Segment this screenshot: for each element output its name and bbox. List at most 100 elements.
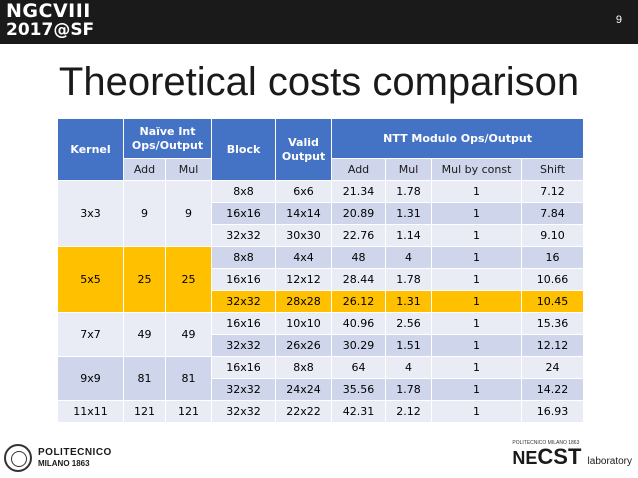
cell-valid: 12x12: [275, 268, 333, 291]
table-row: 32x32 24x24 35.56 1.78 1 14.22: [58, 378, 585, 401]
cell-naive-mul: 81: [164, 356, 213, 401]
cell-ntt-mul: 1.51: [385, 334, 433, 357]
cell-ntt-mulconst: 1: [431, 334, 523, 357]
necst-lab: laboratory: [587, 456, 632, 467]
cell-ntt-shift: 9.10: [521, 224, 585, 247]
header-block: Block: [211, 118, 277, 181]
cell-block: 16x16: [211, 268, 277, 291]
cell-valid: 10x10: [275, 312, 333, 335]
necst-cst: CST: [537, 444, 582, 469]
cell-block: 16x16: [211, 356, 277, 379]
logo-line-2: 2017@SF: [6, 20, 95, 40]
header-valid-output: Valid Output: [275, 118, 333, 181]
cell-ntt-mul: 1.31: [385, 290, 433, 313]
cell-block: 16x16: [211, 202, 277, 225]
cell-naive-add: 25: [123, 246, 166, 313]
cell-ntt-shift: 14.22: [521, 378, 585, 401]
cell-valid: 30x30: [275, 224, 333, 247]
cell-valid: 8x8: [275, 356, 333, 379]
cell-ntt-mulconst: 1: [431, 378, 523, 401]
table-row: 3x3 9 9 8x8 6x6 21.34 1.78 1 7.12: [57, 180, 585, 247]
cell-ntt-add: 20.89: [331, 202, 387, 225]
cell-ntt-mulconst: 1: [431, 356, 523, 379]
cell-ntt-shift: 7.84: [521, 202, 585, 225]
cell-block: 16x16: [211, 312, 277, 335]
cell-valid: 24x24: [275, 378, 333, 401]
costs-table: Kernel Naïve Int Ops/Output Block Valid …: [57, 118, 585, 423]
cell-kernel: 3x3: [57, 180, 124, 247]
cell-ntt-shift: 10.66: [521, 268, 585, 291]
cell-block: 32x32: [211, 400, 277, 423]
cell-block: 32x32: [211, 378, 277, 401]
cell-naive-add: 49: [123, 312, 166, 357]
cell-ntt-mul: 1.78: [385, 180, 433, 203]
cell-naive-mul: 9: [164, 180, 213, 247]
cell-ntt-mul: 1.78: [385, 378, 433, 401]
page-number: 9: [615, 14, 622, 26]
cell-ntt-add: 64: [331, 356, 387, 379]
cell-ntt-mul: 2.12: [385, 400, 433, 423]
necst-top-text: POLITECNICO MILANO 1863: [512, 440, 580, 446]
cell-ntt-mul: 2.56: [385, 312, 433, 335]
table-row: 16x16 14x14 20.89 1.31 1 7.84: [58, 202, 585, 225]
cell-ntt-add: 28.44: [331, 268, 387, 291]
table-row: 32x32 26x26 30.29 1.51 1 12.12: [58, 334, 585, 357]
cell-ntt-mul: 4: [385, 356, 433, 379]
cell-ntt-shift: 16.93: [521, 400, 585, 423]
cell-naive-mul: 121: [164, 400, 213, 423]
cell-ntt-shift: 24: [521, 356, 585, 379]
slide-title: Theoretical costs comparison: [58, 60, 580, 104]
table-row: 5x5 25 25 8x8 4x4 48 4 1 16: [57, 246, 585, 313]
header-ntt-mul: Mul: [385, 158, 433, 181]
cell-ntt-mulconst: 1: [431, 180, 523, 203]
conference-logo: NGCVIII 2017@SF: [6, 2, 94, 40]
cell-ntt-mulconst: 1: [431, 268, 523, 291]
seal-icon: [4, 444, 32, 472]
cell-ntt-add: 22.76: [331, 224, 387, 247]
table-row: 9x9 81 81 16x16 8x8 64 4 1 24: [57, 356, 585, 401]
cell-ntt-mul: 1.31: [385, 202, 433, 225]
cell-ntt-add: 40.96: [331, 312, 387, 335]
cell-ntt-mulconst: 1: [431, 246, 523, 269]
cell-naive-add: 9: [123, 180, 166, 247]
cell-valid: 22x22: [275, 400, 333, 423]
header-ntt: NTT Modulo Ops/Output: [331, 118, 585, 159]
table-row: 7x7 49 49 16x16 10x10 40.96 2.56 1 15.36: [57, 312, 585, 357]
cell-ntt-add: 35.56: [331, 378, 387, 401]
politecnico-sub: MILANO 1863: [38, 459, 90, 468]
cell-ntt-shift: 15.36: [521, 312, 585, 335]
cell-ntt-mulconst: 1: [431, 224, 523, 247]
cell-valid: 28x28: [275, 290, 333, 313]
cell-ntt-shift: 12.12: [521, 334, 585, 357]
header-kernel: Kernel: [57, 118, 124, 181]
cell-block: 8x8: [211, 180, 277, 203]
header-ntt-add: Add: [331, 158, 387, 181]
cell-ntt-mulconst: 1: [431, 400, 523, 423]
politecnico-logo: POLITECNICO MILANO 1863: [4, 444, 112, 472]
cell-valid: 4x4: [275, 246, 333, 269]
cell-kernel: 7x7: [57, 312, 124, 357]
politecnico-name: POLITECNICO: [38, 447, 112, 458]
cell-ntt-mulconst: 1: [431, 312, 523, 335]
cell-ntt-mul: 1.14: [385, 224, 433, 247]
cell-ntt-add: 26.12: [331, 290, 387, 313]
cell-ntt-shift: 7.12: [521, 180, 585, 203]
cell-block: 32x32: [211, 224, 277, 247]
cell-block: 32x32: [211, 334, 277, 357]
header-naive: Naïve Int Ops/Output: [122, 118, 213, 159]
cell-ntt-add: 30.29: [331, 334, 387, 357]
cell-ntt-mul: 1.78: [385, 268, 433, 291]
table-row: 32x32 30x30 22.76 1.14 1 9.10: [58, 224, 585, 247]
table-body: 3x3 9 9 8x8 6x6 21.34 1.78 1 7.12 16x16 14x14 20.89…: [57, 180, 585, 423]
necst-logo: POLITECNICO MILANO 1863 NECST laboratory: [512, 440, 632, 473]
header-mul: Mul: [164, 158, 213, 181]
cell-block: 8x8: [211, 246, 277, 269]
cell-kernel: 9x9: [57, 356, 124, 401]
cell-valid: 14x14: [275, 202, 333, 225]
cell-kernel: 5x5: [57, 246, 124, 313]
cell-valid: 26x26: [275, 334, 333, 357]
cell-ntt-mulconst: 1: [431, 202, 523, 225]
cell-ntt-mulconst: 1: [431, 290, 523, 313]
cell-block: 32x32: [211, 290, 277, 313]
cell-naive-add: 81: [123, 356, 166, 401]
